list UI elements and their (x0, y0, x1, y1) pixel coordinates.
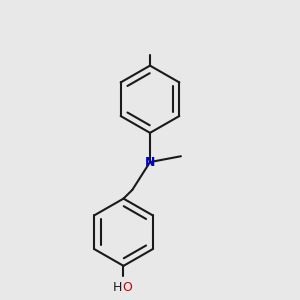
Text: N: N (145, 156, 155, 169)
Text: O: O (122, 281, 132, 294)
Text: H: H (113, 281, 122, 294)
